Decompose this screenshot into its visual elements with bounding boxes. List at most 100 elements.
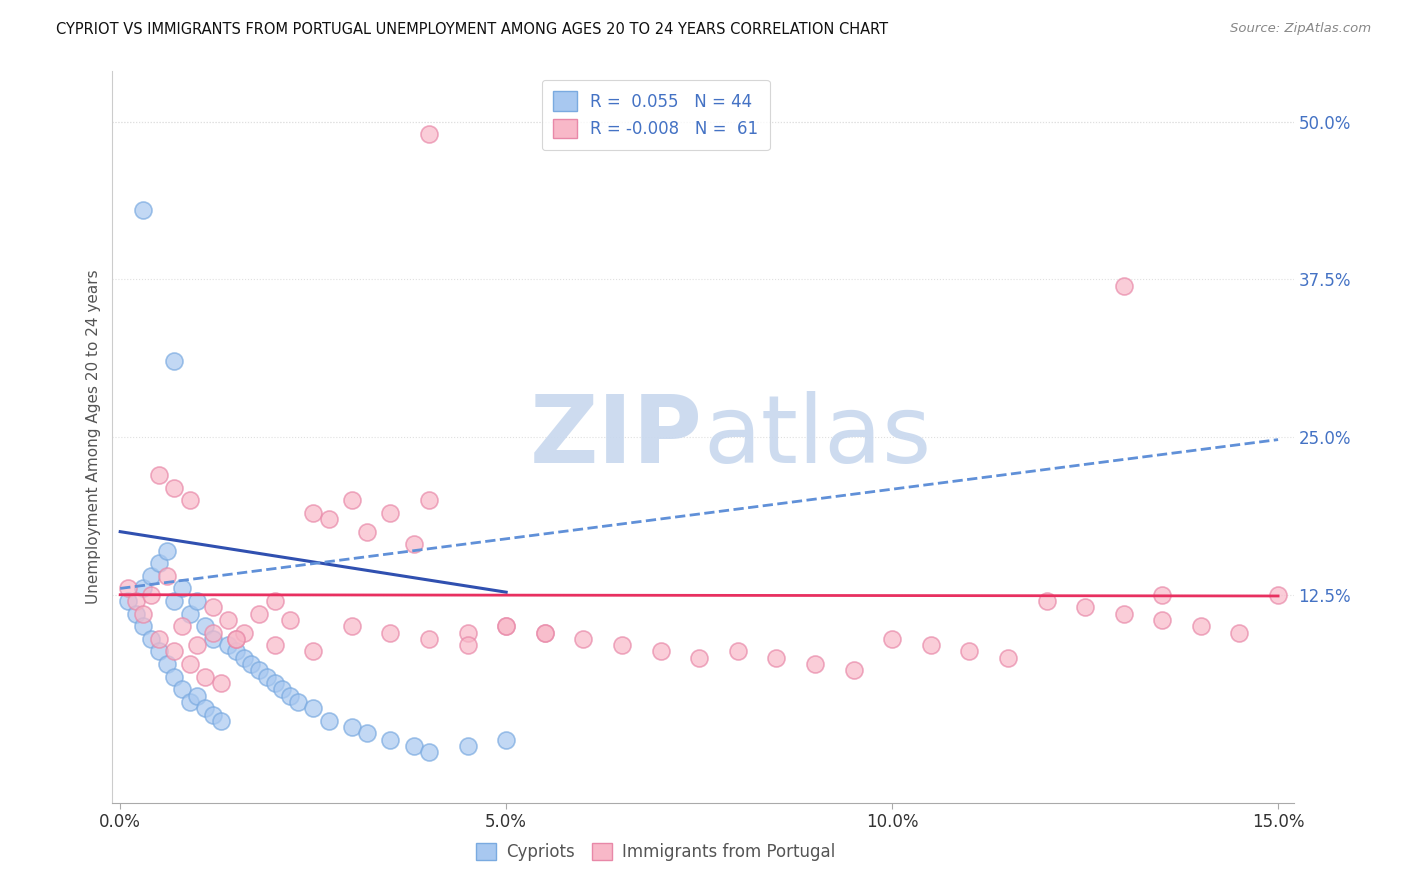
Point [457, 625, 479, 640]
Point [302, 644, 325, 658]
Point [533, 625, 555, 640]
Point [997, 650, 1019, 665]
Legend: Cypriots, Immigrants from Portugal: Cypriots, Immigrants from Portugal [470, 836, 842, 868]
Point [179, 657, 201, 671]
Point [495, 619, 517, 633]
Point [418, 632, 440, 646]
Text: CYPRIOT VS IMMIGRANTS FROM PORTUGAL UNEMPLOYMENT AMONG AGES 20 TO 24 YEARS CORRE: CYPRIOT VS IMMIGRANTS FROM PORTUGAL UNEM… [56, 22, 889, 37]
Point [194, 701, 217, 715]
Point [278, 613, 301, 627]
Point [1189, 619, 1212, 633]
Point [217, 638, 239, 652]
Point [302, 701, 325, 715]
Point [356, 524, 378, 539]
Point [201, 707, 224, 722]
Point [225, 632, 247, 646]
Point [380, 506, 402, 520]
Point [765, 650, 787, 665]
Point [132, 203, 155, 218]
Point [457, 739, 479, 753]
Point [186, 594, 208, 608]
Point [124, 607, 146, 621]
Point [650, 644, 672, 658]
Point [340, 493, 363, 508]
Point [132, 619, 155, 633]
Point [1152, 613, 1174, 627]
Point [232, 650, 254, 665]
Point [1112, 278, 1135, 293]
Point [217, 613, 239, 627]
Point [418, 128, 440, 142]
Point [201, 632, 224, 646]
Point [194, 619, 217, 633]
Text: Source: ZipAtlas.com: Source: ZipAtlas.com [1230, 22, 1371, 36]
Point [225, 632, 247, 646]
Point [418, 745, 440, 759]
Point [117, 582, 139, 596]
Point [263, 594, 285, 608]
Point [318, 714, 340, 728]
Point [186, 689, 208, 703]
Point [727, 644, 749, 658]
Point [278, 689, 301, 703]
Point [271, 682, 294, 697]
Point [225, 644, 247, 658]
Point [804, 657, 827, 671]
Point [688, 650, 710, 665]
Point [356, 726, 378, 740]
Text: ZIP: ZIP [530, 391, 703, 483]
Point [380, 625, 402, 640]
Point [533, 625, 555, 640]
Point [263, 676, 285, 690]
Point [402, 537, 425, 551]
Point [132, 607, 155, 621]
Point [139, 588, 162, 602]
Point [201, 600, 224, 615]
Point [209, 714, 232, 728]
Point [148, 556, 170, 570]
Point [1112, 607, 1135, 621]
Point [340, 619, 363, 633]
Point [148, 644, 170, 658]
Point [1074, 600, 1097, 615]
Point [340, 720, 363, 734]
Text: atlas: atlas [703, 391, 931, 483]
Point [240, 657, 263, 671]
Point [163, 354, 186, 368]
Point [155, 543, 177, 558]
Point [957, 644, 980, 658]
Point [148, 467, 170, 482]
Point [256, 670, 278, 684]
Point [842, 664, 865, 678]
Y-axis label: Unemployment Among Ages 20 to 24 years: Unemployment Among Ages 20 to 24 years [86, 269, 101, 605]
Point [1152, 588, 1174, 602]
Point [163, 644, 186, 658]
Point [610, 638, 633, 652]
Point [318, 512, 340, 526]
Point [232, 625, 254, 640]
Point [163, 481, 186, 495]
Point [155, 569, 177, 583]
Point [170, 619, 193, 633]
Point [247, 664, 270, 678]
Point [179, 607, 201, 621]
Point [117, 594, 139, 608]
Point [302, 506, 325, 520]
Point [179, 695, 201, 709]
Point [920, 638, 942, 652]
Point [1035, 594, 1057, 608]
Point [457, 638, 479, 652]
Point [163, 594, 186, 608]
Point [402, 739, 425, 753]
Point [1267, 588, 1289, 602]
Point [418, 493, 440, 508]
Point [194, 670, 217, 684]
Point [201, 625, 224, 640]
Point [882, 632, 904, 646]
Point [139, 632, 162, 646]
Point [155, 657, 177, 671]
Point [209, 676, 232, 690]
Point [170, 682, 193, 697]
Point [170, 582, 193, 596]
Point [380, 732, 402, 747]
